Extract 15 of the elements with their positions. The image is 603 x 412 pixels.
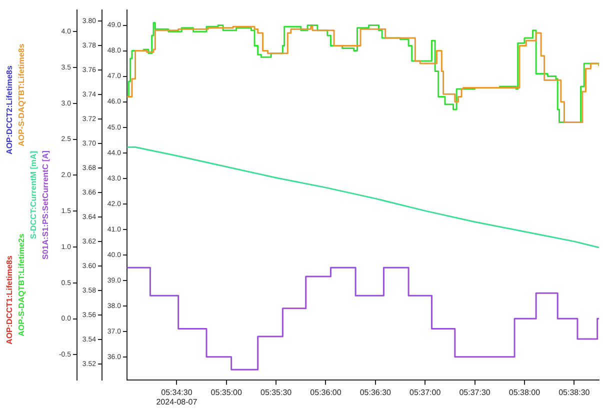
x-tick-label: 05:35:00 (210, 388, 242, 397)
x-tick-label: 05:38:30 (558, 388, 590, 397)
legend-label: AOP:DCCT2:Lifetime8s (5, 65, 14, 154)
x-tick-label: 05:36:30 (360, 388, 392, 397)
x-tick-label: 05:37:30 (459, 388, 491, 397)
x-tick-label: 05:37:00 (410, 388, 442, 397)
x-tick-label: 05:34:30 2024-08-07 (156, 388, 198, 406)
text: S-DCCT:CurrentM [mA] (29, 150, 38, 239)
x-tick-label: 05:36:00 (310, 388, 342, 397)
legend-label: AOP:DCCT1:Lifetime8s (5, 255, 14, 344)
text: AOP-S-DAQTBT:Lifetime2s (17, 233, 26, 336)
x-tick-label: 05:35:30 (260, 388, 292, 397)
text: AOP-S-DAQTBT:Lifetime8s (17, 43, 26, 146)
x-tick-label: 05:38:00 (508, 388, 541, 397)
text: S01A:S1:PS:SetCurrentC [A] (41, 150, 50, 260)
